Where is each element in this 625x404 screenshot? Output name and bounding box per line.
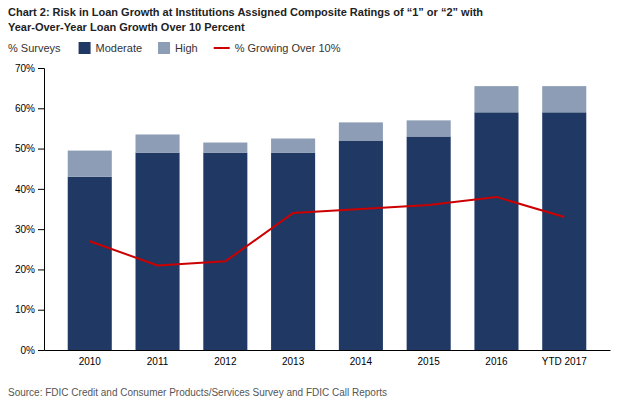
legend-swatch xyxy=(158,42,170,54)
y-tick-mark xyxy=(38,149,44,150)
x-tick: YTD 2017 xyxy=(542,356,587,367)
x-tick: 2010 xyxy=(79,356,102,367)
y-tick: 40% xyxy=(15,184,44,195)
y-tick-mark xyxy=(38,229,44,230)
plot-area: 0%10%20%30%40%50%60%70%20102011201220132… xyxy=(15,63,611,367)
legend-item: Moderate xyxy=(79,42,142,54)
x-tick-label: 2011 xyxy=(147,356,169,367)
bar xyxy=(339,122,383,140)
bar xyxy=(339,141,383,350)
y-tick-mark xyxy=(38,310,44,311)
y-axis: 0% 10% 20% 30% 40% 50% 60% 70% xyxy=(15,63,45,356)
y-tick-mark xyxy=(38,108,44,109)
bar xyxy=(542,112,586,350)
y-tick-mark xyxy=(38,269,44,270)
y-tick-mark xyxy=(38,350,44,351)
y-tick-label: 70% xyxy=(15,63,35,74)
y-tick-label: 20% xyxy=(15,264,35,275)
y-tick-label: 40% xyxy=(15,184,35,195)
line xyxy=(90,197,564,265)
legend-label: % Growing Over 10% xyxy=(235,42,341,54)
x-tick: 2011 xyxy=(147,356,169,367)
subtitle: Year-Over-Year Loan Growth Over 10 Perce… xyxy=(8,21,245,33)
y-tick: 20% xyxy=(15,264,44,275)
bar xyxy=(68,151,112,177)
bar xyxy=(203,143,247,153)
bar xyxy=(542,86,586,112)
annotation: Source: FDIC Credit and Consumer Product… xyxy=(8,387,387,398)
bar xyxy=(68,177,112,350)
title: Chart 2: Risk in Loan Growth at Institut… xyxy=(8,6,483,18)
y-axis-line xyxy=(38,69,45,351)
x-tick-label: 2013 xyxy=(282,356,305,367)
y-tick-label: 0% xyxy=(21,345,36,356)
legend-swatch xyxy=(214,47,230,49)
x-tick-label: 2015 xyxy=(418,356,441,367)
bar xyxy=(136,153,180,350)
x-tick: 2013 xyxy=(282,356,305,367)
y-tick-mark xyxy=(38,68,44,69)
x-tick: 2014 xyxy=(350,356,373,367)
bar xyxy=(474,112,518,350)
y-tick: 50% xyxy=(15,143,44,154)
bar xyxy=(474,86,518,112)
y-tick-label: 50% xyxy=(15,143,35,154)
x-tick: 2016 xyxy=(485,356,508,367)
bar xyxy=(271,139,315,153)
bar xyxy=(407,120,451,136)
legend-item: % Growing Over 10% xyxy=(214,42,341,54)
y-tick: 0% xyxy=(21,345,44,356)
x-tick: 2015 xyxy=(418,356,441,367)
x-axis: 2010 2011 2012 2013 2014 2015 2016 YTD 2017 xyxy=(45,351,611,368)
chart: Chart 2: Risk in Loan Growth at Institut… xyxy=(0,0,625,404)
y-tick-label: 30% xyxy=(15,224,35,235)
bar xyxy=(271,153,315,350)
y-tick-label: 10% xyxy=(15,304,35,315)
x-axis-line xyxy=(45,350,611,351)
legend-label: Moderate xyxy=(96,42,142,54)
x-tick-label: 2014 xyxy=(350,356,373,367)
bar xyxy=(407,136,451,350)
x-tick-label: 2010 xyxy=(79,356,102,367)
x-tick-label: YTD 2017 xyxy=(542,356,587,367)
bar-series xyxy=(68,112,587,350)
x-tick-label: 2016 xyxy=(485,356,508,367)
legend: % Surveys Moderate High % Growing Over 10% xyxy=(8,42,341,54)
y-tick: 10% xyxy=(15,304,44,315)
marks xyxy=(68,86,587,350)
y-tick: 70% xyxy=(15,63,44,74)
legend-label: High xyxy=(175,42,198,54)
y-tick-mark xyxy=(38,189,44,190)
y-tick: 60% xyxy=(15,103,44,114)
bar-series xyxy=(68,86,587,177)
y-axis-title: % Surveys xyxy=(8,42,61,54)
y-tick: 30% xyxy=(15,224,44,235)
x-tick-label: 2012 xyxy=(214,356,237,367)
legend-swatch xyxy=(79,42,91,54)
bar xyxy=(136,134,180,152)
x-tick: 2012 xyxy=(214,356,237,367)
y-tick-label: 60% xyxy=(15,103,35,114)
legend-item: High xyxy=(158,42,198,54)
